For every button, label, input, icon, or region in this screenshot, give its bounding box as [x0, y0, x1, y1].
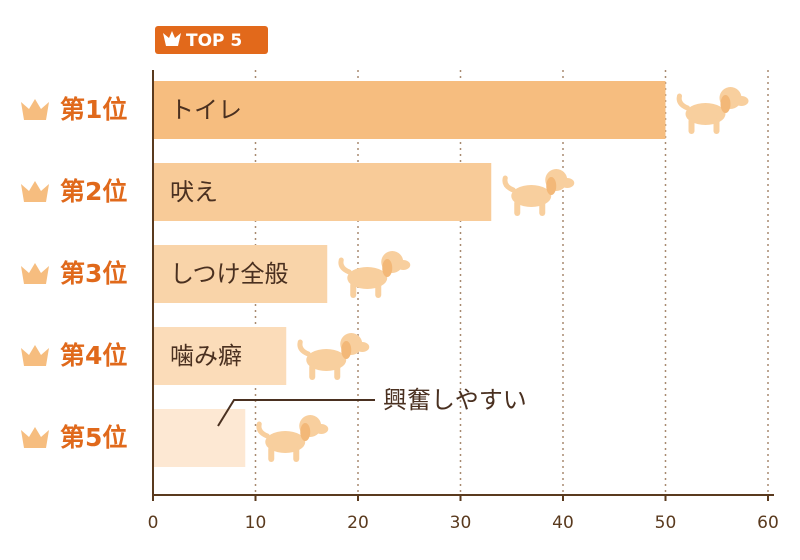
dog-icon	[676, 87, 749, 134]
bar-label: しつけ全般	[170, 260, 289, 288]
dog-ear	[341, 341, 352, 359]
dog-leg	[268, 446, 275, 462]
badge-text: TOP 5	[186, 31, 242, 51]
x-tick-label: 0	[148, 513, 159, 533]
dog-leg	[334, 364, 341, 380]
x-tick-label: 10	[245, 513, 267, 533]
rank-crown	[21, 345, 49, 366]
rank-crown	[21, 181, 49, 202]
dog-ear	[382, 259, 393, 277]
badge-crown	[163, 31, 181, 46]
leader-line	[217, 399, 375, 427]
dog-icon	[297, 333, 370, 380]
dog-icon	[502, 169, 575, 216]
badge-bg	[155, 26, 268, 54]
rank-crown	[21, 427, 49, 448]
dog-snout	[560, 178, 575, 188]
dog-leg	[688, 118, 695, 134]
dog-leg	[514, 200, 521, 216]
dog-tail	[676, 93, 690, 111]
bar	[153, 409, 246, 467]
x-tick-label: 30	[450, 513, 472, 533]
dog-ear	[546, 177, 557, 195]
rank-crown	[21, 263, 49, 284]
bar-label: トイレ	[170, 96, 242, 124]
x-tick-label: 40	[552, 513, 574, 533]
dog-icon	[256, 415, 329, 462]
dog-leg	[309, 364, 316, 380]
dog-tail	[256, 421, 270, 439]
rank-label: 第4位	[60, 341, 127, 370]
x-tick-label: 50	[655, 513, 677, 533]
dog-snout	[396, 260, 411, 270]
bar	[153, 163, 492, 221]
bar	[153, 327, 287, 385]
dog-tail	[297, 339, 311, 357]
rank-label: 第1位	[60, 95, 127, 124]
dog-icon	[338, 251, 411, 298]
dog-snout	[355, 342, 370, 352]
dog-leg	[350, 282, 357, 298]
dog-ear	[720, 95, 731, 113]
x-tick-label: 60	[757, 513, 779, 533]
bar-label: 吠え	[170, 178, 218, 206]
bar-label: 噛み癖	[170, 342, 242, 370]
bar	[153, 81, 666, 139]
bar	[153, 245, 328, 303]
dog-tail	[502, 175, 516, 193]
dog-leg	[375, 282, 382, 298]
bar-label: 興奮しやすい	[383, 386, 527, 414]
rank-label: 第3位	[60, 259, 127, 288]
dog-snout	[314, 424, 329, 434]
dog-leg	[539, 200, 546, 216]
dog-leg	[293, 446, 300, 462]
rank-label: 第5位	[60, 423, 127, 452]
rank-label: 第2位	[60, 177, 127, 206]
dog-ear	[300, 423, 311, 441]
dog-snout	[734, 96, 749, 106]
dog-tail	[338, 257, 352, 275]
dog-leg	[713, 118, 720, 134]
x-tick-label: 20	[347, 513, 369, 533]
rank-crown	[21, 99, 49, 120]
